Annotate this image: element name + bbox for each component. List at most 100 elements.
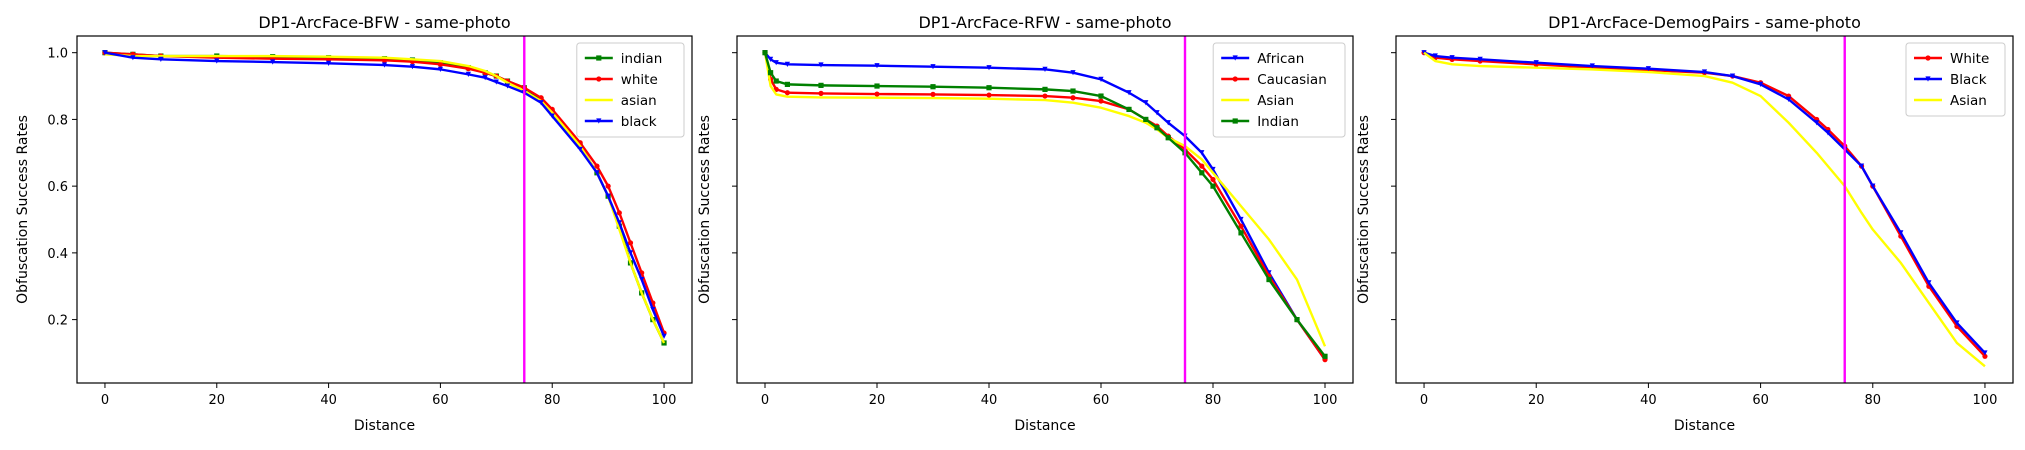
data-point-caucasian — [1210, 176, 1216, 183]
data-point-black — [538, 100, 544, 106]
x-tick-label: 40 — [981, 393, 998, 408]
legend-box — [576, 42, 685, 138]
data-point-caucasian — [818, 90, 824, 96]
y-tick-label: 0.2 — [47, 314, 68, 329]
y-tick-label: 1.0 — [47, 47, 68, 62]
y-tick-label: 0.4 — [47, 247, 68, 262]
data-point-black — [214, 58, 220, 64]
chart-title: DP1-ArcFace-RFW - same-photo — [918, 13, 1171, 32]
chart-title: DP1-ArcFace-DemogPairs - same-photo — [1548, 13, 1861, 32]
legend-box — [1212, 42, 1346, 138]
data-point-black — [504, 83, 511, 89]
data-point-black — [650, 306, 656, 313]
legend-label-black: Black — [1950, 72, 1987, 88]
series-asian — [1423, 51, 1986, 368]
series-line-white — [1423, 51, 1986, 358]
data-point-black — [270, 59, 276, 65]
series-asian — [763, 52, 1327, 347]
x-tick-label: 100 — [1313, 393, 1338, 408]
data-point-black — [482, 75, 488, 81]
x-axis-label: Distance — [354, 418, 415, 434]
data-point-indian — [1042, 86, 1048, 92]
x-tick-label: 80 — [544, 393, 561, 408]
legend-label-white: white — [621, 72, 658, 88]
legend-label-african: African — [1257, 51, 1304, 67]
data-point-african — [1042, 66, 1048, 72]
series-asian — [104, 53, 666, 344]
legend-label-caucasian: Caucasian — [1257, 72, 1327, 88]
legend: African Caucasian Asian Indian — [1212, 42, 1346, 138]
legend-label-indian: indian — [621, 51, 662, 67]
data-point-african — [930, 64, 936, 70]
data-point-white — [616, 210, 622, 216]
data-point-caucasian — [930, 91, 936, 97]
legend-label-black: black — [621, 114, 657, 130]
legend-label-indian: Indian — [1257, 114, 1299, 130]
x-tick-label: 80 — [1864, 393, 1881, 408]
data-point-black — [1898, 230, 1904, 236]
plot-frame — [76, 35, 693, 384]
data-point-indian — [1165, 135, 1171, 141]
x-tick-label: 20 — [208, 393, 225, 408]
data-point-indian — [1266, 276, 1272, 283]
chart-1: DP1-ArcFace-BFW - same-photo 0 20 40 60 80 100… — [15, 13, 693, 434]
data-point-indian — [1154, 125, 1160, 131]
data-point-indian — [1143, 116, 1149, 123]
x-tick-label: 60 — [432, 393, 449, 408]
data-point-african — [1165, 120, 1171, 126]
data-point-black — [661, 333, 667, 339]
x-tick-label: 60 — [1752, 393, 1769, 408]
data-point-indian — [1322, 353, 1328, 359]
data-point-caucasian — [784, 90, 791, 96]
legend-marker-african — [1232, 55, 1238, 61]
plot-frame — [1395, 35, 2014, 384]
data-point-black — [1786, 96, 1792, 102]
chart-2-plot-area — [762, 50, 1328, 363]
data-point-african — [1126, 90, 1132, 96]
x-tick-label: 40 — [320, 393, 337, 408]
x-tick-label: 100 — [652, 393, 677, 408]
data-point-black — [158, 56, 164, 62]
data-point-indian — [773, 78, 779, 84]
data-point-black — [639, 276, 645, 283]
legend-marker-indian — [596, 55, 602, 61]
y-tick-label: 0.6 — [47, 180, 68, 195]
data-point-black — [1982, 350, 1988, 356]
legend-label-white: White — [1950, 51, 1989, 67]
data-point-indian — [818, 82, 824, 88]
data-point-african — [986, 65, 992, 71]
data-point-indian — [1070, 88, 1076, 94]
y-axis-label: Obfuscation Success Rates — [15, 115, 31, 304]
y-axis-label: Obfuscation Success Rates — [1356, 115, 1372, 304]
data-point-indian — [986, 85, 992, 91]
legend-marker-black — [1925, 76, 1931, 82]
data-point-black — [1926, 280, 1932, 286]
data-point-black — [1533, 60, 1539, 66]
legend-marker-caucasian — [1232, 76, 1238, 82]
data-point-caucasian — [1238, 223, 1244, 229]
x-tick-label: 60 — [1093, 393, 1110, 408]
data-point-caucasian — [1199, 163, 1205, 169]
data-point-black — [1858, 163, 1865, 169]
data-point-black — [1477, 56, 1483, 62]
y-tick-label: 0.8 — [47, 113, 68, 128]
data-point-black — [493, 79, 499, 85]
data-point-african — [768, 56, 774, 62]
legend: indian white asian black — [576, 42, 685, 138]
data-point-caucasian — [986, 92, 992, 98]
x-tick-label: 40 — [1640, 393, 1657, 408]
data-point-black — [130, 55, 136, 61]
data-point-caucasian — [874, 91, 880, 97]
data-point-indian — [1098, 93, 1104, 99]
data-point-black — [594, 170, 600, 176]
x-tick-label: 0 — [101, 393, 109, 408]
data-point-black — [605, 193, 611, 199]
data-point-black — [1701, 69, 1708, 75]
data-point-indian — [930, 84, 936, 90]
legend-label-asian: Asian — [1257, 93, 1294, 109]
legend: White Black Asian — [1905, 42, 2006, 117]
series-line-african — [764, 51, 1326, 361]
data-point-black — [1421, 50, 1427, 56]
data-point-african — [1154, 110, 1160, 116]
